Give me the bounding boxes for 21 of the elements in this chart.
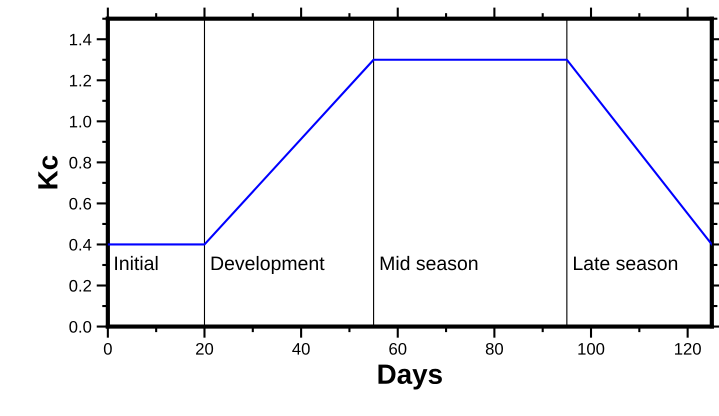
y-tick-label: 0.0 bbox=[69, 320, 92, 333]
x-tick-label: 100 bbox=[578, 342, 604, 355]
y-tick-label: 0.2 bbox=[69, 280, 92, 292]
annotation: Mid season bbox=[380, 256, 478, 270]
y-tick-label: 0.4 bbox=[69, 238, 92, 251]
y-tick-label: 1.4 bbox=[70, 34, 92, 46]
annotation: Development bbox=[212, 256, 324, 274]
annotation: Late season bbox=[574, 256, 678, 270]
x-tick-label: 80 bbox=[486, 342, 504, 355]
y-tick-label: 1.2 bbox=[70, 74, 92, 86]
x-tick-label: 0 bbox=[104, 342, 112, 355]
x-tick-label: 20 bbox=[196, 342, 214, 355]
y-tick-label: 1.0 bbox=[70, 116, 92, 128]
x-tick-label: 40 bbox=[292, 342, 310, 355]
y-tick-label: 0.6 bbox=[69, 198, 92, 210]
x-tick-label: 120 bbox=[675, 342, 701, 355]
x-axis-title: Days bbox=[378, 364, 442, 390]
y-tick-label: 0.8 bbox=[69, 156, 92, 169]
y-axis-title: Kc bbox=[38, 156, 58, 189]
x-tick-label: 60 bbox=[389, 342, 406, 355]
annotation: Initial bbox=[115, 256, 158, 270]
